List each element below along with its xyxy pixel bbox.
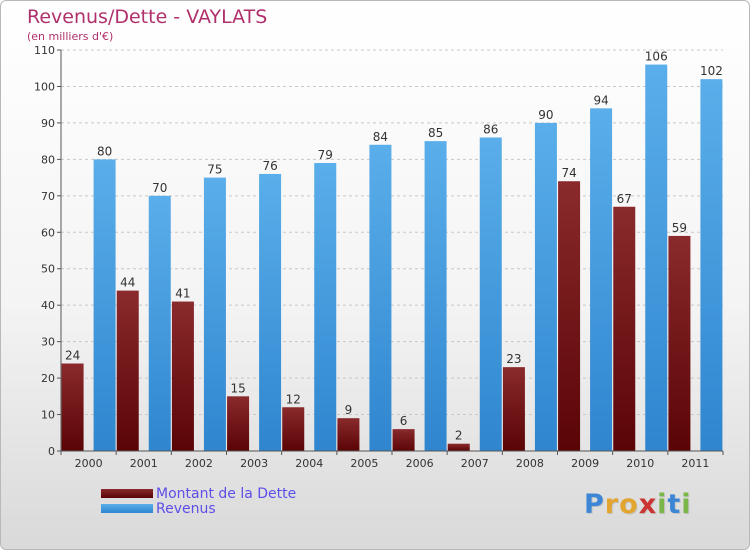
debt-value-label: 24: [65, 349, 80, 363]
revenue-bar: [479, 137, 502, 451]
y-tick-label: 0: [48, 445, 55, 458]
revenue-value-label: 90: [538, 108, 553, 122]
revenue-value-label: 86: [483, 122, 498, 136]
revenue-bar: [424, 141, 447, 452]
revenue-bar: [259, 173, 282, 452]
logo-letter: o: [619, 489, 639, 520]
revenue-bar: [148, 195, 171, 451]
revenue-value-label: 79: [318, 148, 333, 162]
revenue-value-label: 70: [152, 181, 167, 195]
x-tick-label: 2005: [350, 457, 378, 470]
revenue-bar: [534, 122, 557, 451]
logo-letter: x: [638, 489, 658, 520]
revenue-bar: [93, 159, 116, 451]
revenue-bar: [590, 108, 613, 451]
legend-swatch-revenus: [101, 504, 153, 513]
debt-value-label: 23: [506, 352, 521, 366]
x-tick-label: 2009: [571, 457, 599, 470]
x-tick-label: 2008: [516, 457, 544, 470]
logo-letter: P: [584, 489, 605, 520]
debt-value-label: 12: [286, 392, 301, 406]
x-tick-label: 2010: [626, 457, 654, 470]
x-tick-label: 2002: [185, 457, 213, 470]
logo-letter: i: [657, 489, 668, 520]
y-tick-label: 70: [41, 190, 55, 203]
debt-bar: [337, 418, 360, 451]
y-tick-label: 30: [41, 336, 55, 349]
revenue-value-label: 76: [262, 159, 277, 173]
x-tick-label: 2006: [406, 457, 434, 470]
revenue-value-label: 75: [207, 163, 222, 177]
x-tick-label: 2011: [681, 457, 709, 470]
revenue-bar: [314, 163, 337, 451]
debt-value-label: 74: [561, 166, 576, 180]
proxiti-logo: Proxiti: [584, 489, 692, 520]
revenue-value-label: 85: [428, 126, 443, 140]
revenue-bar: [700, 79, 723, 451]
chart-title: Revenus/Dette - VAYLATS: [27, 6, 268, 28]
revenue-bar: [369, 144, 392, 452]
grid-lines: [61, 49, 723, 416]
debt-value-label: 41: [175, 287, 190, 301]
x-tick-label: 2003: [240, 457, 268, 470]
legend-swatch-debt: [101, 489, 153, 498]
revenue-value-label: 106: [645, 50, 668, 64]
revenue-bar: [645, 64, 668, 451]
debt-value-label: 15: [230, 381, 245, 395]
y-tick-label: 10: [41, 409, 55, 422]
legend-label-debt: Montant de la Dette: [156, 485, 297, 502]
y-tick-label: 20: [41, 372, 55, 385]
debt-bar: [447, 443, 470, 451]
bars: [61, 64, 723, 452]
legend: Montant de la Dette Revenus: [101, 485, 297, 517]
debt-bar: [116, 290, 139, 451]
debt-value-label: 67: [617, 192, 632, 206]
legend-item-revenus: Revenus: [101, 500, 296, 517]
x-tick-label: 2004: [295, 457, 323, 470]
y-tick-label: 60: [41, 226, 55, 239]
y-tick-label: 110: [34, 44, 55, 57]
logo-letter: r: [604, 489, 620, 520]
debt-bar: [502, 367, 525, 451]
chart-subtitle: (en milliers d'€): [27, 30, 114, 43]
revenue-value-label: 84: [373, 130, 388, 144]
legend-label-revenus: Revenus: [156, 500, 216, 517]
debt-bar: [613, 206, 636, 451]
debt-value-label: 6: [400, 414, 408, 428]
debt-bar: [558, 181, 581, 451]
debt-value-label: 44: [120, 276, 135, 290]
debt-value-label: 59: [672, 221, 687, 235]
revenue-value-label: 102: [700, 64, 723, 78]
y-tick-label: 90: [41, 117, 55, 130]
revenue-value-label: 94: [593, 93, 608, 107]
debt-bar: [171, 301, 194, 451]
y-tick-label: 100: [34, 80, 55, 93]
revenue-bar: [203, 177, 226, 451]
debt-bar: [392, 429, 415, 451]
value-labels: 24 80 44 70 41 75 15 76 12 79 9 84 6 85 2 86 23 90 74 94 67 1…: [65, 50, 723, 443]
x-tick-label: 2000: [75, 457, 103, 470]
y-tick-label: 80: [41, 153, 55, 166]
y-tick-label: 50: [41, 263, 55, 276]
revenue-value-label: 80: [97, 144, 112, 158]
x-tick-label: 2007: [461, 457, 489, 470]
logo-letter: i: [681, 489, 692, 520]
debt-value-label: 9: [345, 403, 353, 417]
x-tick-label: 2001: [130, 457, 158, 470]
axes: 0 10 20 30 40 50 60 70 80 90 100 110 2000 2001 2002 200…: [34, 44, 724, 470]
debt-bar: [282, 407, 305, 451]
debt-bar: [668, 235, 691, 451]
debt-bar: [61, 363, 84, 451]
y-tick-label: 40: [41, 299, 55, 312]
logo-letter: t: [667, 489, 682, 520]
debt-bar: [227, 396, 250, 451]
legend-item-debt: Montant de la Dette: [101, 485, 297, 502]
debt-value-label: 2: [455, 429, 463, 443]
